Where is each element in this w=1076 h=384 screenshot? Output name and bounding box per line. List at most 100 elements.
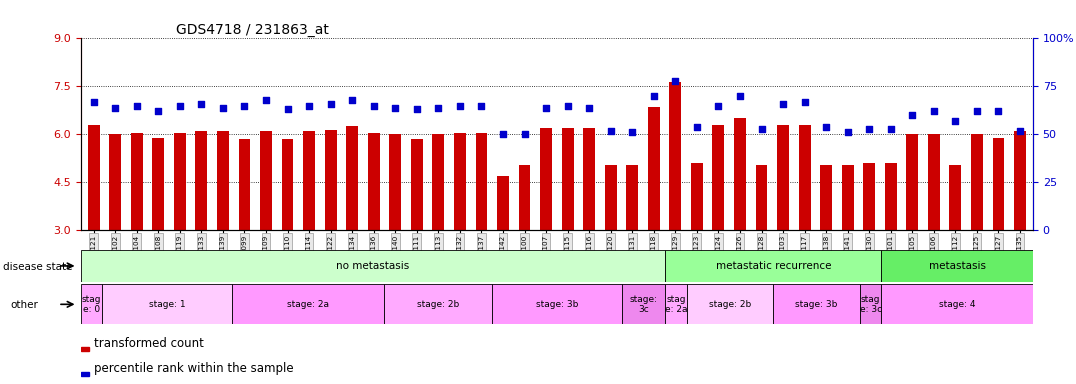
Point xyxy=(343,97,360,103)
Bar xyxy=(949,165,961,230)
Bar xyxy=(174,133,186,230)
Point xyxy=(925,108,943,114)
Bar xyxy=(384,284,492,324)
Point xyxy=(882,126,900,132)
Text: stage: 3b: stage: 3b xyxy=(795,300,838,309)
Point xyxy=(581,104,598,111)
Text: stage: 2b: stage: 2b xyxy=(709,300,751,309)
Point xyxy=(537,104,554,111)
Point xyxy=(193,101,210,107)
Text: stage: 3b: stage: 3b xyxy=(536,300,578,309)
Bar xyxy=(906,134,918,230)
Bar xyxy=(665,284,686,324)
Point xyxy=(408,106,425,113)
Point xyxy=(494,131,511,137)
Bar xyxy=(81,284,102,324)
Point xyxy=(214,104,231,111)
Bar xyxy=(433,134,444,230)
Point xyxy=(472,103,490,109)
Bar xyxy=(884,163,896,230)
Bar xyxy=(131,133,143,230)
Bar xyxy=(81,372,89,376)
Text: disease state: disease state xyxy=(3,262,73,272)
Point xyxy=(429,104,447,111)
Bar xyxy=(691,163,703,230)
Bar xyxy=(454,133,466,230)
Bar xyxy=(325,129,337,230)
Text: transformed count: transformed count xyxy=(94,337,203,350)
Bar xyxy=(755,165,767,230)
Bar xyxy=(562,128,574,230)
Bar xyxy=(881,250,1033,282)
Point xyxy=(1011,127,1029,134)
Point xyxy=(128,103,145,109)
Bar xyxy=(583,128,595,230)
Point xyxy=(710,103,727,109)
Bar xyxy=(820,165,832,230)
Bar xyxy=(841,165,853,230)
Bar xyxy=(196,131,208,230)
Bar xyxy=(881,284,1033,324)
Point xyxy=(667,78,684,84)
Point xyxy=(85,99,102,105)
Bar xyxy=(665,250,881,282)
Point xyxy=(279,106,296,113)
Bar xyxy=(217,131,229,230)
Bar xyxy=(798,125,810,230)
Point xyxy=(775,101,792,107)
Bar xyxy=(232,284,384,324)
Point xyxy=(624,129,641,136)
Text: stage: 4: stage: 4 xyxy=(939,300,976,309)
Bar xyxy=(648,107,660,230)
Point xyxy=(515,131,533,137)
Bar xyxy=(540,128,552,230)
Bar xyxy=(734,118,746,230)
Text: stage: 1: stage: 1 xyxy=(148,300,185,309)
Bar xyxy=(260,131,272,230)
Bar xyxy=(860,284,881,324)
Text: stag
e: 3c: stag e: 3c xyxy=(860,295,881,314)
Bar xyxy=(88,125,100,230)
Point xyxy=(560,103,577,109)
Bar xyxy=(686,284,774,324)
Text: metastatic recurrence: metastatic recurrence xyxy=(716,261,831,271)
Text: percentile rank within the sample: percentile rank within the sample xyxy=(94,362,294,375)
Text: stage: 2b: stage: 2b xyxy=(416,300,459,309)
Point xyxy=(839,129,856,136)
Text: stag
e: 0: stag e: 0 xyxy=(82,295,101,314)
Text: no metastasis: no metastasis xyxy=(336,261,410,271)
Bar xyxy=(110,134,122,230)
Text: other: other xyxy=(11,300,39,310)
Bar xyxy=(928,134,939,230)
Bar xyxy=(992,137,1004,230)
Bar xyxy=(863,163,875,230)
Point xyxy=(904,112,921,118)
Bar xyxy=(411,139,423,230)
Text: metastasis: metastasis xyxy=(929,261,986,271)
Bar xyxy=(492,284,622,324)
Point xyxy=(365,103,382,109)
Bar xyxy=(669,81,681,230)
Text: stag
e: 2a: stag e: 2a xyxy=(665,295,688,314)
Point xyxy=(386,104,404,111)
Point xyxy=(171,103,188,109)
Point xyxy=(646,93,663,99)
Point xyxy=(603,127,620,134)
Bar xyxy=(1014,131,1025,230)
Point xyxy=(861,126,878,132)
Bar xyxy=(390,134,401,230)
Bar xyxy=(622,284,665,324)
Point xyxy=(107,104,124,111)
Bar xyxy=(605,165,617,230)
Point xyxy=(990,108,1007,114)
Bar xyxy=(102,284,232,324)
Point xyxy=(753,126,770,132)
Point xyxy=(300,103,317,109)
Point xyxy=(947,118,964,124)
Text: stage: 2a: stage: 2a xyxy=(287,300,329,309)
Point xyxy=(796,99,813,105)
Bar xyxy=(81,250,665,282)
Text: GDS4718 / 231863_at: GDS4718 / 231863_at xyxy=(175,23,329,37)
Bar xyxy=(777,125,789,230)
Bar xyxy=(626,165,638,230)
